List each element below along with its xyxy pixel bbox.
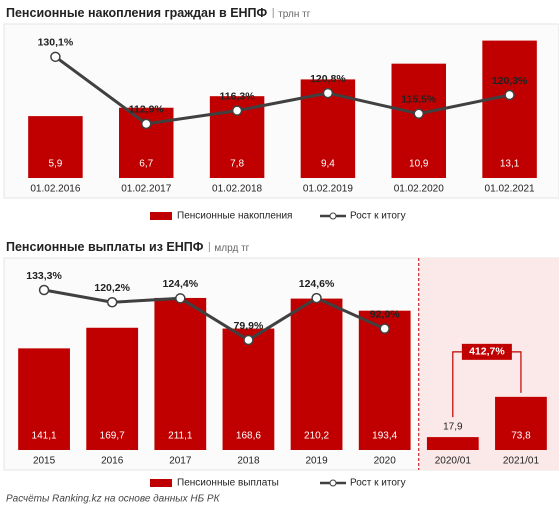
bar-value-label: 168,6 xyxy=(236,431,261,442)
legend-label: Рост к итогу xyxy=(350,478,406,489)
growth-marker xyxy=(311,292,322,304)
bar xyxy=(482,40,537,178)
growth-marker xyxy=(141,118,152,130)
bar-value-label: 9,4 xyxy=(321,159,335,170)
bar-value-label: 193,4 xyxy=(372,431,397,442)
bar-value-label: 210,2 xyxy=(304,431,329,442)
growth-label: 112,9% xyxy=(129,104,165,116)
x-tick-label: 01.02.2021 xyxy=(485,184,535,195)
bar-value-label: 5,9 xyxy=(48,159,62,170)
growth-marker xyxy=(175,293,186,304)
x-tick-label: 2019 xyxy=(305,456,328,467)
growth-marker xyxy=(231,105,243,116)
x-tick-label: 2015 xyxy=(33,456,56,467)
x-tick-label: 01.02.2016 xyxy=(30,184,80,195)
growth-marker xyxy=(504,89,515,101)
growth-marker xyxy=(379,323,390,334)
legend-label: Пенсионные выплаты xyxy=(177,478,279,489)
chart-subtitle: млрд тг xyxy=(214,243,249,254)
x-tick-label: 2018 xyxy=(237,456,260,467)
growth-label: 116,3% xyxy=(220,90,256,102)
growth-label: 133,3% xyxy=(26,270,62,282)
legend-label: Пенсионные накопления xyxy=(177,211,292,222)
growth-marker xyxy=(243,334,254,346)
bar xyxy=(154,297,207,450)
bar-value-label: 10,9 xyxy=(409,159,429,170)
footer: Расчёты Ranking.kz на основе данных НБ Р… xyxy=(6,494,221,505)
growth-label: 120,3% xyxy=(492,75,528,87)
growth-label: 92,0% xyxy=(370,308,400,320)
growth-line xyxy=(43,288,386,342)
bar xyxy=(86,327,139,450)
bar-value-label: 141,1 xyxy=(32,431,57,442)
growth-label: 130,1% xyxy=(38,37,74,49)
legend-swatch xyxy=(150,479,172,487)
growth-marker xyxy=(50,51,61,63)
bar xyxy=(391,63,446,178)
growth-label: 79,9% xyxy=(234,320,264,332)
bar-value-label: 73,8 xyxy=(511,431,531,442)
chart-title: Пенсионные накопления граждан в ЕНПФ xyxy=(6,6,268,20)
bar-value-label: 13,1 xyxy=(500,159,520,170)
bar xyxy=(495,396,547,450)
growth-marker xyxy=(322,87,334,99)
bar-value-label: 211,1 xyxy=(168,431,193,442)
x-tick-label: 01.02.2018 xyxy=(212,184,262,195)
legend-marker xyxy=(329,212,337,220)
growth-marker xyxy=(38,284,50,296)
growth-marker xyxy=(413,108,424,119)
charts: Пенсионные накопления граждан в ЕНПФ трлн… xyxy=(3,6,559,489)
plot-background xyxy=(3,23,559,199)
growth-marker xyxy=(106,297,118,308)
bar-value-label: 7,8 xyxy=(230,159,244,170)
legend-label: Рост к итогу xyxy=(350,211,406,222)
x-tick-label: 2021/01 xyxy=(503,456,540,467)
chart-subtitle: трлн тг xyxy=(278,9,311,20)
chart-title: Пенсионные выплаты из ЕНПФ xyxy=(6,240,204,254)
bar-value-label: 169,7 xyxy=(100,431,125,442)
legend-marker xyxy=(329,479,337,487)
x-tick-label: 2017 xyxy=(169,456,192,467)
annotation-box xyxy=(461,343,512,360)
bar xyxy=(28,116,83,178)
x-tick-label: 2016 xyxy=(101,456,124,467)
growth-label: 120,8% xyxy=(310,73,346,85)
growth-line xyxy=(54,55,510,126)
bar xyxy=(426,437,479,450)
growth-label: 124,6% xyxy=(299,278,335,290)
x-tick-label: 01.02.2017 xyxy=(121,184,171,195)
growth-label: 115,5% xyxy=(401,93,437,105)
bar xyxy=(290,298,343,450)
annotation: 412,7% xyxy=(469,346,505,358)
x-tick-label: 2020/01 xyxy=(435,456,472,467)
bar-value-label: 6,7 xyxy=(139,159,153,170)
legend-swatch xyxy=(150,212,172,220)
x-tick-label: 01.02.2019 xyxy=(303,184,353,195)
bar xyxy=(18,348,70,450)
bar xyxy=(222,328,275,450)
bar-value-label: 17,9 xyxy=(443,422,463,433)
x-tick-label: 01.02.2020 xyxy=(394,184,444,195)
growth-label: 120,2% xyxy=(94,282,130,294)
x-tick-label: 2020 xyxy=(374,456,397,467)
growth-label: 124,4% xyxy=(163,278,199,290)
